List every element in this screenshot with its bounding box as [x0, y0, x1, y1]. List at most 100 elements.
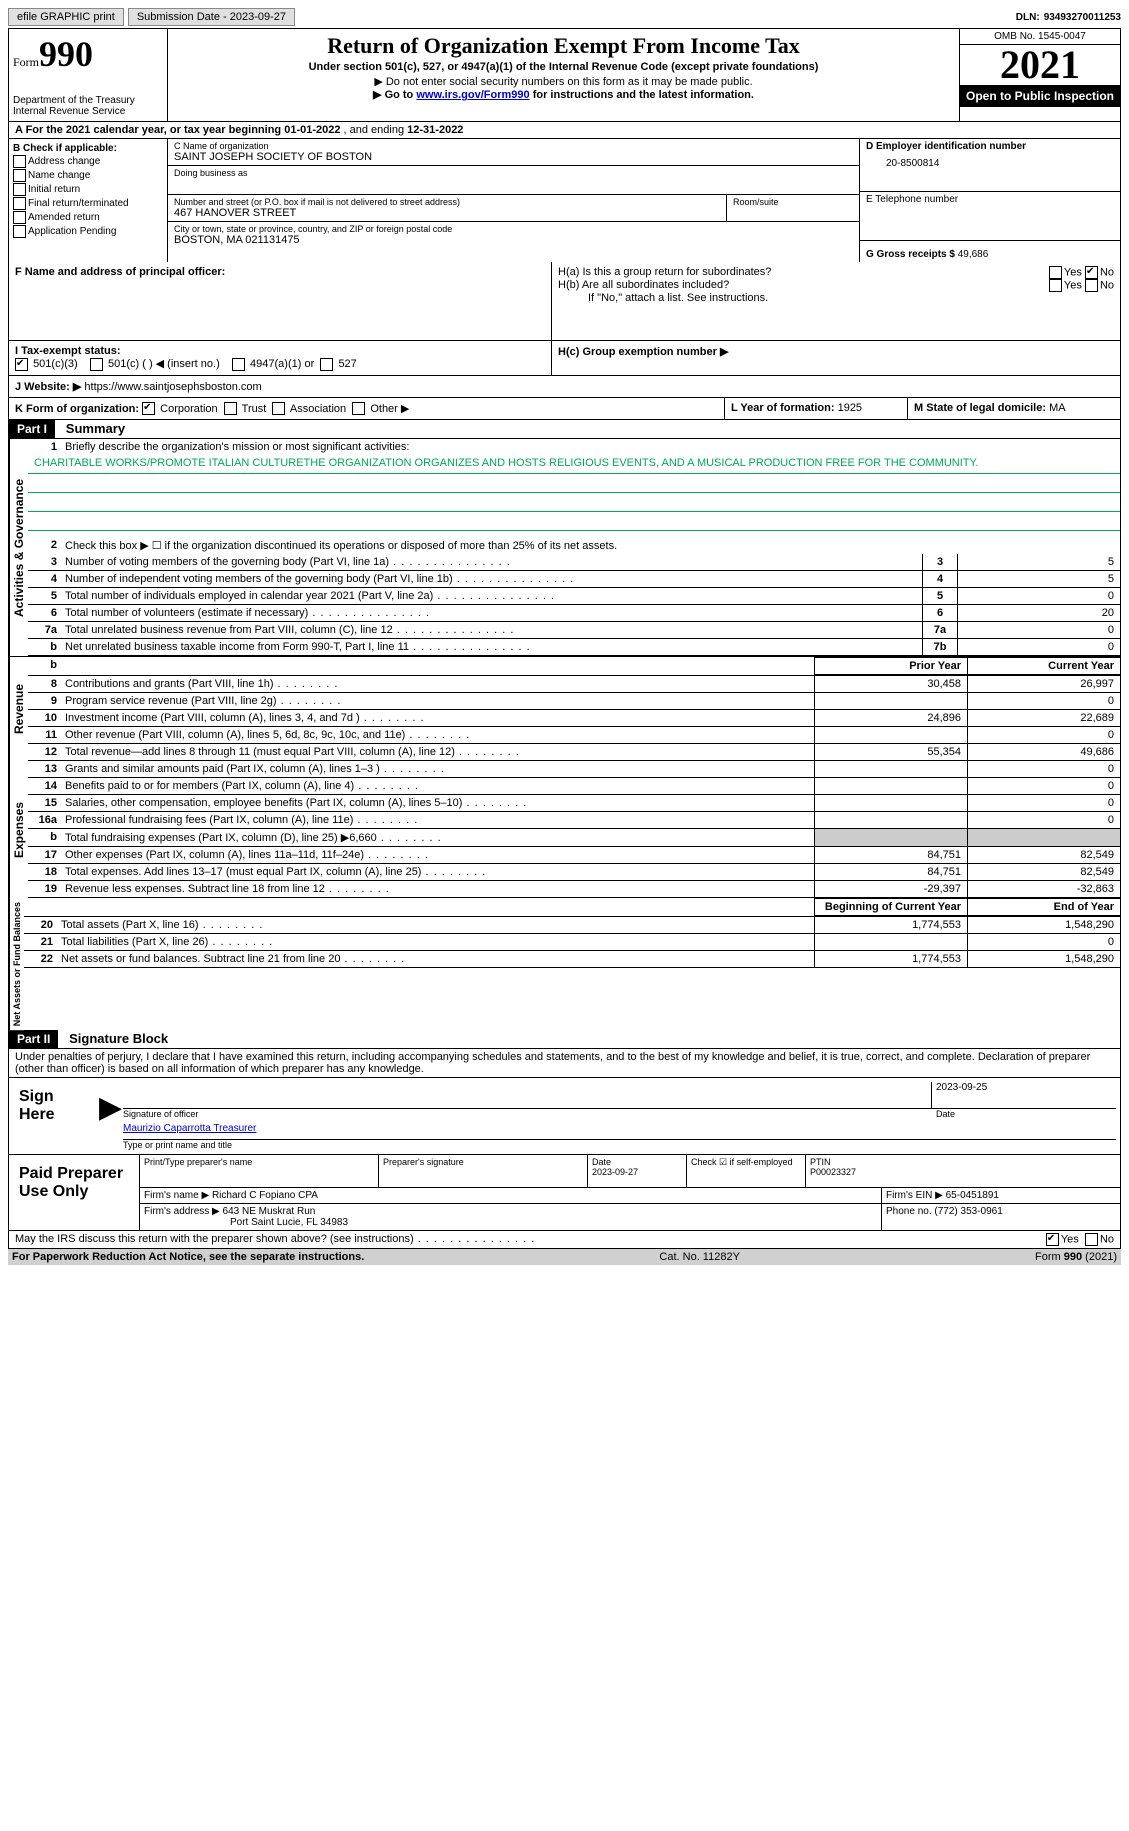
row-a-mid: , and ending — [340, 124, 407, 136]
part2-header: Part II Signature Block — [9, 1030, 1120, 1049]
footer-cat: Cat. No. 11282Y — [659, 1251, 740, 1263]
hb-no-check[interactable] — [1085, 279, 1098, 292]
preparer-date-label: Date — [592, 1157, 611, 1167]
check-other[interactable] — [352, 402, 365, 415]
footer-form: Form 990 (2021) — [1035, 1251, 1117, 1263]
website-label: J Website: ▶ — [15, 381, 81, 393]
firm-addr1: 643 NE Muskrat Run — [223, 1206, 316, 1217]
netassets-header-spacer — [57, 898, 814, 916]
paid-preparer-block: Paid Preparer Use Only Print/Type prepar… — [9, 1155, 1120, 1230]
principal-officer-label: F Name and address of principal officer: — [15, 266, 225, 278]
line-21: 21Total liabilities (Part X, line 26)0 — [24, 934, 1120, 951]
signature-date: 2023-09-25 — [931, 1082, 1116, 1108]
row-k-l-m: K Form of organization: Corporation Trus… — [9, 398, 1120, 421]
revenue-header-spacer — [61, 657, 814, 675]
discuss-no-check[interactable] — [1085, 1233, 1098, 1246]
irs-form990-link[interactable]: www.irs.gov/Form990 — [416, 89, 529, 101]
mission-blank-1 — [28, 474, 1120, 493]
summary-line-7a: 7aTotal unrelated business revenue from … — [28, 622, 1120, 639]
line-12: 12Total revenue—add lines 8 through 11 (… — [28, 744, 1120, 761]
footer-row: For Paperwork Reduction Act Notice, see … — [8, 1249, 1121, 1265]
firm-phone: (772) 353-0961 — [934, 1206, 1002, 1217]
line-14: 14Benefits paid to or for members (Part … — [28, 778, 1120, 795]
opt-assoc: Association — [290, 403, 346, 415]
form-org-label: K Form of organization: — [15, 403, 139, 415]
check-501c[interactable] — [90, 358, 103, 371]
submission-date-button[interactable]: Submission Date - 2023-09-27 — [128, 8, 295, 26]
efile-print-button[interactable]: efile GRAPHIC print — [8, 8, 124, 26]
line-15: 15Salaries, other compensation, employee… — [28, 795, 1120, 812]
form-word: Form — [13, 55, 39, 69]
tax-year: 2021 — [960, 45, 1120, 85]
summary-line-6: 6Total number of volunteers (estimate if… — [28, 605, 1120, 622]
col-c-org-info: C Name of organization SAINT JOSEPH SOCI… — [168, 139, 859, 262]
dln-label: DLN: — [1016, 12, 1040, 23]
row-f-h: F Name and address of principal officer:… — [9, 262, 1120, 341]
col-end-year: End of Year — [967, 898, 1120, 916]
signature-officer-field[interactable] — [123, 1082, 931, 1108]
vtab-revenue: Revenue — [9, 657, 28, 761]
tax-exempt-label: I Tax-exempt status: — [15, 345, 121, 357]
firm-phone-label: Phone no. — [886, 1206, 932, 1217]
mission-blank-3 — [28, 512, 1120, 531]
col-b-checkboxes: B Check if applicable: Address change Na… — [9, 139, 168, 262]
room-label: Room/suite — [733, 197, 853, 207]
ha-label: H(a) Is this a group return for subordin… — [558, 266, 778, 279]
summary-line-5: 5Total number of individuals employed in… — [28, 588, 1120, 605]
check-final-return[interactable]: Final return/terminated — [13, 197, 163, 210]
top-toolbar: efile GRAPHIC print Submission Date - 20… — [8, 8, 1121, 26]
check-527[interactable] — [320, 358, 333, 371]
preparer-sig-label: Preparer's signature — [383, 1157, 464, 1167]
line-2-text: Check this box ▶ ☐ if the organization d… — [61, 537, 1120, 554]
summary-line-3: 3Number of voting members of the governi… — [28, 554, 1120, 571]
check-name-change[interactable]: Name change — [13, 169, 163, 182]
firm-name-label: Firm's name ▶ — [144, 1190, 209, 1201]
part2-num: Part II — [9, 1030, 58, 1048]
ha-yes: Yes — [1064, 266, 1082, 278]
check-address-change[interactable]: Address change — [13, 155, 163, 168]
website-value: https://www.saintjosephsboston.com — [84, 381, 261, 393]
ha-no-check[interactable] — [1085, 266, 1098, 279]
discuss-yes-check[interactable] — [1046, 1233, 1059, 1246]
ein-value: 20-8500814 — [866, 152, 1114, 169]
line-13: 13Grants and similar amounts paid (Part … — [28, 761, 1120, 778]
check-amended-return[interactable]: Amended return — [13, 211, 163, 224]
check-corp[interactable] — [142, 402, 155, 415]
line-1-text: Briefly describe the organization's miss… — [61, 439, 1120, 455]
sign-here-block: Sign Here ▶ 2023-09-25 Signature of offi… — [9, 1078, 1120, 1155]
officer-name-link[interactable]: Maurizio Caparrotta Treasurer — [123, 1123, 256, 1134]
self-employed-check[interactable]: Check ☑ if self-employed — [686, 1155, 805, 1187]
line-16a: 16aProfessional fundraising fees (Part I… — [28, 812, 1120, 829]
revenue-section: Revenue b Prior Year Current Year 8Contr… — [9, 656, 1120, 761]
activities-governance-section: Activities & Governance 1 Briefly descri… — [9, 439, 1120, 656]
check-4947[interactable] — [232, 358, 245, 371]
firm-addr2: Port Saint Lucie, FL 34983 — [144, 1217, 348, 1228]
line-8: 8Contributions and grants (Part VIII, li… — [28, 676, 1120, 693]
state-domicile-value: MA — [1049, 402, 1066, 414]
address-label: Number and street (or P.O. box if mail i… — [174, 197, 720, 207]
check-assoc[interactable] — [272, 402, 285, 415]
state-domicile-label: M State of legal domicile: — [914, 402, 1046, 414]
row-i-hc: I Tax-exempt status: 501(c)(3) 501(c) ( … — [9, 341, 1120, 376]
check-app-pending[interactable]: Application Pending — [13, 225, 163, 238]
goto-suffix: for instructions and the latest informat… — [530, 89, 754, 101]
line-b-num: b — [28, 657, 61, 675]
discuss-yes: Yes — [1061, 1234, 1079, 1246]
ha-yes-check[interactable] — [1049, 266, 1062, 279]
irs-label: Internal Revenue Service — [13, 106, 163, 117]
section-b-to-g: B Check if applicable: Address change Na… — [9, 139, 1120, 262]
check-501c3[interactable] — [15, 358, 28, 371]
form-number: 990 — [39, 34, 93, 74]
line-22: 22Net assets or fund balances. Subtract … — [24, 951, 1120, 968]
part1-title: Summary — [58, 421, 125, 436]
hb-yes-check[interactable] — [1049, 279, 1062, 292]
firm-addr-label: Firm's address ▶ — [144, 1206, 220, 1217]
irs-discuss-text: May the IRS discuss this return with the… — [15, 1233, 535, 1245]
check-initial-return[interactable]: Initial return — [13, 183, 163, 196]
hb-yes: Yes — [1064, 279, 1082, 291]
col-prior-year: Prior Year — [814, 657, 967, 675]
opt-527: 527 — [338, 358, 356, 370]
check-trust[interactable] — [224, 402, 237, 415]
part2-title: Signature Block — [61, 1031, 168, 1046]
mission-blank-2 — [28, 493, 1120, 512]
